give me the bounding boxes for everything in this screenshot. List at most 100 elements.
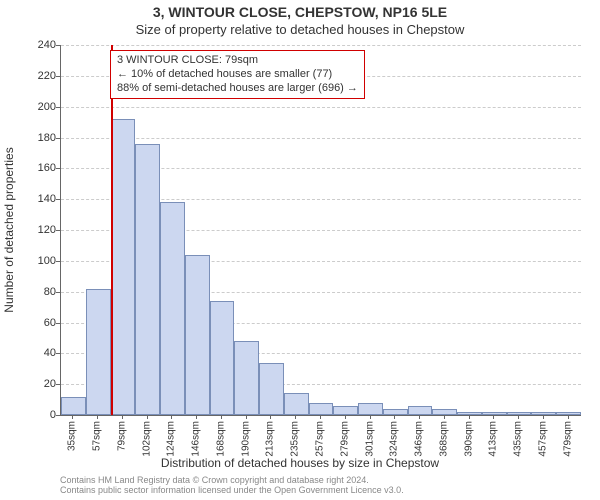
histogram-bar [284, 393, 309, 415]
bars-layer [61, 45, 581, 415]
histogram-bar [135, 144, 160, 415]
x-tick-label: 257sqm [315, 421, 326, 457]
histogram-bar [457, 412, 482, 415]
x-tick-label: 190sqm [240, 421, 251, 457]
x-axis-label: Distribution of detached houses by size … [0, 456, 600, 470]
x-tick-label: 435sqm [513, 421, 524, 457]
chart-title: 3, WINTOUR CLOSE, CHEPSTOW, NP16 5LE [0, 4, 600, 20]
x-tick-mark [196, 415, 197, 419]
histogram-bar [408, 406, 433, 415]
y-tick-label: 140 [16, 193, 56, 205]
x-tick-label: 390sqm [463, 421, 474, 457]
y-tick-label: 0 [16, 409, 56, 421]
histogram-bar [358, 403, 383, 415]
y-tick-mark [56, 230, 60, 231]
histogram-bar [309, 403, 334, 415]
y-tick-label: 240 [16, 39, 56, 51]
y-tick-mark [56, 138, 60, 139]
y-tick-mark [56, 415, 60, 416]
y-tick-mark [56, 168, 60, 169]
y-tick-mark [56, 292, 60, 293]
y-tick-label: 60 [16, 317, 56, 329]
histogram-bar [234, 341, 259, 415]
chart-subtitle: Size of property relative to detached ho… [0, 22, 600, 37]
x-tick-mark [518, 415, 519, 419]
y-tick-mark [56, 384, 60, 385]
y-tick-mark [56, 199, 60, 200]
histogram-bar [61, 397, 86, 416]
x-tick-label: 102sqm [141, 421, 152, 457]
y-tick-label: 180 [16, 132, 56, 144]
x-tick-label: 57sqm [92, 421, 103, 451]
histogram-bar [160, 202, 185, 415]
x-tick-mark [221, 415, 222, 419]
y-tick-label: 100 [16, 255, 56, 267]
y-tick-mark [56, 323, 60, 324]
histogram-bar [185, 255, 210, 415]
x-tick-mark [97, 415, 98, 419]
y-tick-label: 20 [16, 378, 56, 390]
x-tick-mark [345, 415, 346, 419]
reference-line [111, 45, 113, 415]
footer-line: Contains HM Land Registry data © Crown c… [60, 475, 404, 485]
x-tick-mark [493, 415, 494, 419]
x-tick-label: 279sqm [339, 421, 350, 457]
histogram-bar [507, 412, 532, 415]
callout-line: ← 10% of detached houses are smaller (77… [117, 68, 358, 82]
histogram-bar [383, 409, 408, 415]
x-tick-mark [568, 415, 569, 419]
histogram-bar [210, 301, 235, 415]
histogram-bar [111, 119, 136, 415]
y-tick-mark [56, 261, 60, 262]
x-tick-mark [370, 415, 371, 419]
chart-container: { "header": { "title": "3, WINTOUR CLOSE… [0, 0, 600, 500]
footer-attribution: Contains HM Land Registry data © Crown c… [60, 475, 404, 496]
x-tick-mark [394, 415, 395, 419]
y-tick-mark [56, 107, 60, 108]
y-tick-label: 80 [16, 286, 56, 298]
x-tick-label: 146sqm [191, 421, 202, 457]
x-tick-mark [122, 415, 123, 419]
histogram-bar [556, 412, 581, 415]
histogram-bar [259, 363, 284, 415]
y-tick-label: 200 [16, 101, 56, 113]
histogram-bar [531, 412, 556, 415]
histogram-bar [333, 406, 358, 415]
x-tick-mark [147, 415, 148, 419]
x-tick-mark [320, 415, 321, 419]
y-tick-mark [56, 45, 60, 46]
y-axis-label: Number of detached properties [2, 147, 16, 312]
x-tick-mark [246, 415, 247, 419]
callout-line: 3 WINTOUR CLOSE: 79sqm [117, 54, 358, 68]
footer-line: Contains public sector information licen… [60, 485, 404, 495]
x-tick-mark [444, 415, 445, 419]
x-tick-label: 413sqm [488, 421, 499, 457]
x-tick-label: 79sqm [116, 421, 127, 451]
x-tick-label: 213sqm [265, 421, 276, 457]
callout-box: 3 WINTOUR CLOSE: 79sqm ← 10% of detached… [110, 50, 365, 99]
x-tick-mark [171, 415, 172, 419]
x-tick-label: 346sqm [414, 421, 425, 457]
y-tick-mark [56, 76, 60, 77]
y-tick-label: 220 [16, 70, 56, 82]
x-tick-label: 168sqm [215, 421, 226, 457]
x-tick-label: 324sqm [389, 421, 400, 457]
y-tick-mark [56, 353, 60, 354]
x-tick-mark [469, 415, 470, 419]
x-tick-label: 124sqm [166, 421, 177, 457]
x-tick-label: 368sqm [438, 421, 449, 457]
histogram-bar [482, 412, 507, 415]
x-tick-label: 35sqm [67, 421, 78, 451]
histogram-bar [432, 409, 457, 415]
x-tick-label: 235sqm [290, 421, 301, 457]
x-tick-mark [295, 415, 296, 419]
x-tick-mark [270, 415, 271, 419]
y-tick-label: 160 [16, 162, 56, 174]
x-tick-label: 479sqm [562, 421, 573, 457]
x-tick-label: 457sqm [537, 421, 548, 457]
y-tick-label: 120 [16, 224, 56, 236]
histogram-bar [86, 289, 111, 415]
x-tick-mark [543, 415, 544, 419]
x-tick-label: 301sqm [364, 421, 375, 457]
x-tick-mark [419, 415, 420, 419]
